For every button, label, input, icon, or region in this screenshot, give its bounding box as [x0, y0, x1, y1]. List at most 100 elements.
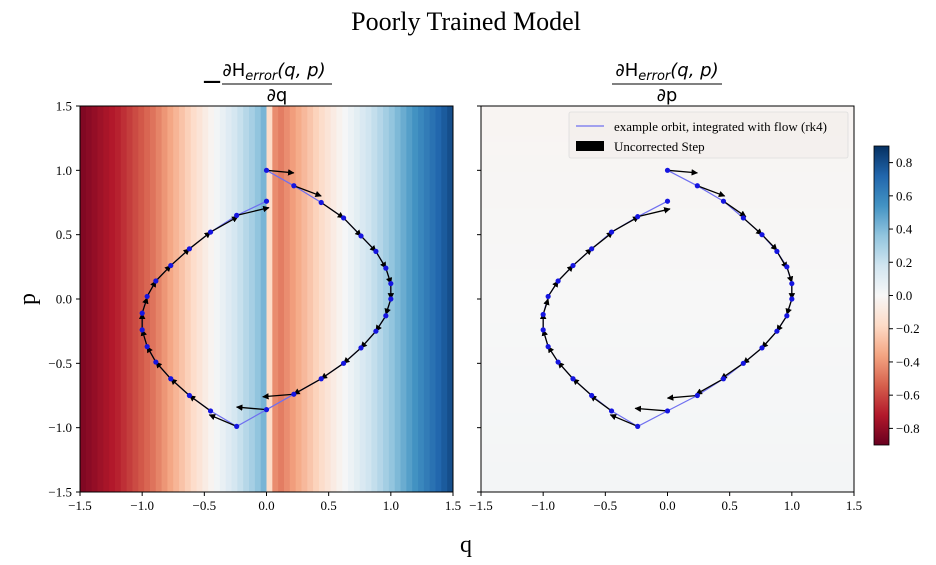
orbit-point	[589, 246, 595, 252]
orbit-point	[555, 359, 561, 365]
step-arrow	[343, 347, 362, 364]
left-orbit-layer	[138, 167, 395, 429]
left-y-tick-label: −1.0	[48, 420, 72, 435]
heatmap-cell	[365, 106, 373, 492]
heatmap-cell	[318, 106, 326, 492]
heatmap-cell	[225, 106, 233, 492]
orbit-point	[168, 376, 174, 382]
heatmap-cell	[412, 106, 419, 492]
heatmap-cell	[120, 106, 128, 492]
heatmap-cell	[481, 419, 854, 427]
heatmap-cell	[103, 106, 110, 492]
orbit-point	[664, 198, 671, 204]
step-arrow	[720, 362, 744, 380]
orbit-point	[608, 229, 615, 235]
heatmap-cell	[481, 335, 854, 342]
right-x-tick-label: 1.0	[784, 498, 800, 513]
orbit-point	[545, 344, 551, 350]
orbit-point	[383, 313, 389, 319]
heatmap-cell	[173, 106, 180, 492]
step-arrow	[542, 298, 550, 315]
right-x-tick-label: −1.5	[469, 498, 493, 513]
orbit-point	[340, 360, 347, 366]
left-title-numerator: ∂Herror(q, p)	[222, 60, 325, 84]
heatmap-cell	[481, 250, 854, 258]
orbit-point	[318, 199, 324, 206]
right-axis-ticks: −1.5 −1.0 −0.5 0.0 0.5 1.0 1.5	[469, 105, 862, 513]
heatmap-cell	[481, 232, 854, 240]
heatmap-cell	[418, 106, 425, 492]
heatmap-cell	[481, 413, 854, 421]
right-x-tick-label: 0.0	[659, 498, 675, 513]
heatmap-cell	[313, 106, 320, 492]
heatmap-cell	[272, 106, 279, 492]
heatmap-cell	[114, 106, 122, 492]
heatmap-cell	[481, 449, 854, 457]
heatmap-cell	[481, 317, 854, 324]
heatmap-cell	[237, 106, 244, 492]
heatmap-cell	[161, 106, 169, 492]
heatmap-cell	[196, 106, 203, 492]
step-arrow	[236, 205, 270, 216]
colorbar-ticks: 0.8 0.6 0.4 0.2 0.0 −0.2 −0.4 −0.6 −0.8	[889, 155, 920, 436]
heatmap-cell	[481, 341, 854, 348]
heatmap-cell	[359, 106, 367, 492]
orbit-point	[139, 327, 145, 333]
orbit-point	[740, 215, 746, 221]
heatmap-cell	[481, 389, 854, 397]
left-y-tick-label: −1.5	[48, 485, 72, 500]
orbit-point	[740, 360, 746, 366]
orbit-point	[291, 183, 297, 189]
step-arrow	[591, 231, 614, 250]
heatmap-cell	[214, 106, 221, 492]
colorbar-tick-label: 0.4	[896, 222, 913, 237]
step-arrow	[140, 329, 148, 347]
heatmap-cell	[481, 443, 854, 451]
heatmap-cell	[307, 106, 314, 492]
heatmap-cell	[441, 106, 448, 492]
step-arrow	[557, 361, 574, 380]
left-x-tick-label: −0.5	[193, 498, 217, 513]
right-title-numerator: ∂Herror(q, p)	[615, 60, 718, 84]
heatmap-cell	[481, 226, 854, 234]
heatmap-cell	[97, 106, 104, 492]
orbit-point	[144, 293, 150, 300]
step-arrow	[723, 200, 747, 218]
step-arrow	[188, 394, 211, 412]
step-arrow	[385, 267, 393, 285]
colorbar-tick-label: −0.2	[896, 321, 920, 336]
heatmap-cell	[481, 371, 854, 379]
heatmap-cell	[249, 106, 256, 492]
heatmap-cell	[109, 106, 116, 492]
heatmap-cell	[481, 473, 854, 481]
left-y-tick-label: 1.5	[56, 99, 72, 114]
heatmap-cell	[481, 377, 854, 385]
heatmap-cell	[481, 106, 854, 113]
orbit-point	[540, 311, 546, 318]
heatmap-cell	[190, 106, 198, 492]
heatmap-cell	[447, 106, 453, 492]
step-arrow	[695, 378, 724, 395]
orbit-point	[388, 296, 394, 302]
step-arrow	[155, 361, 172, 380]
step-arrow	[572, 378, 593, 396]
heatmap-cell	[481, 323, 854, 330]
orbit-point	[759, 232, 765, 238]
step-arrow	[320, 362, 344, 380]
step-arrow	[667, 169, 698, 176]
heatmap-cell	[400, 106, 407, 492]
step-arrow	[360, 235, 377, 252]
orbit-point	[291, 391, 297, 397]
left-y-tick-label: 1.0	[56, 163, 72, 178]
heatmap-cell	[295, 106, 303, 492]
heatmap-cell	[481, 437, 854, 445]
colorbar-tick-label: −0.4	[896, 354, 920, 369]
heatmap-cell	[481, 455, 854, 463]
left-x-tick-label: 0.5	[321, 498, 337, 513]
x-axis-label: q	[460, 532, 472, 558]
step-arrow	[776, 315, 788, 332]
colorbar-tick-label: −0.8	[896, 421, 920, 436]
figure-title: Poorly Trained Model	[351, 7, 581, 36]
orbit-point	[388, 280, 394, 287]
legend-patch-swatch	[576, 141, 604, 151]
